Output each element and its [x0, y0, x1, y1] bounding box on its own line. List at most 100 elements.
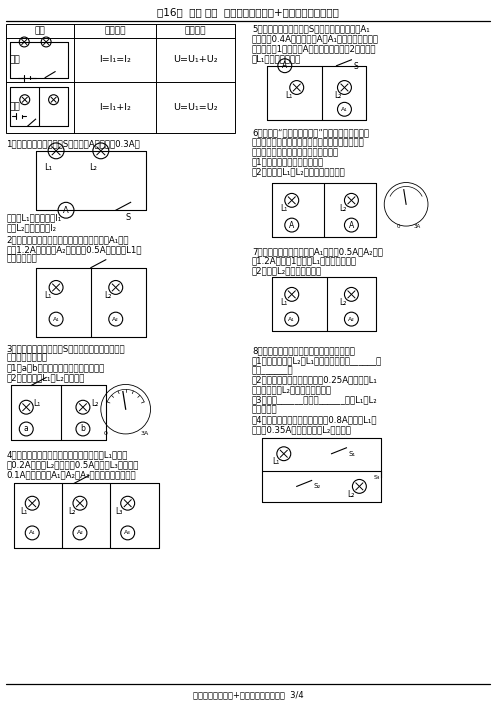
- Circle shape: [285, 287, 299, 301]
- Text: L₂: L₂: [347, 491, 355, 499]
- Text: A₁: A₁: [288, 317, 295, 322]
- Text: （1）如果要使灯L₂、L₁串联，则应闭合______，: （1）如果要使灯L₂、L₁串联，则应闭合______，: [252, 356, 382, 365]
- Text: L₂: L₂: [339, 298, 347, 307]
- Text: L₂: L₂: [339, 204, 347, 213]
- Text: A: A: [63, 206, 69, 215]
- Circle shape: [58, 202, 74, 218]
- Text: 6．如图在“用电流表测电流”的实验中，某同学接: 6．如图在“用电流表测电流”的实验中，某同学接: [252, 128, 369, 137]
- Text: 电路: 电路: [35, 27, 46, 36]
- Circle shape: [41, 37, 51, 47]
- Text: （2）如果串联时电流表示数为0.25A，则通过L₁: （2）如果串联时电流表示数为0.25A，则通过L₁: [252, 376, 378, 385]
- Circle shape: [73, 526, 87, 540]
- Circle shape: [19, 400, 33, 414]
- Circle shape: [344, 194, 359, 207]
- Text: （2）通过L₂的电流是多大。: （2）通过L₂的电流是多大。: [252, 267, 322, 276]
- Text: 的示数为0.4A，且电流表A和A₁的指针偏转角度相: 的示数为0.4A，且电流表A和A₁的指针偏转角度相: [252, 34, 379, 43]
- Text: S: S: [125, 213, 131, 223]
- Text: A: A: [349, 220, 354, 230]
- Circle shape: [384, 183, 428, 226]
- Circle shape: [73, 496, 87, 510]
- Text: A₂: A₂: [348, 317, 355, 322]
- Circle shape: [109, 281, 123, 294]
- Text: 并联: 并联: [9, 102, 20, 112]
- Circle shape: [25, 496, 39, 510]
- Circle shape: [337, 102, 352, 117]
- Circle shape: [101, 385, 151, 434]
- Circle shape: [19, 37, 29, 47]
- Circle shape: [285, 218, 299, 232]
- Circle shape: [121, 526, 134, 540]
- Text: （3）闭合______，断开______，灯L₁、L₂: （3）闭合______，断开______，灯L₁、L₂: [252, 395, 378, 404]
- Text: S: S: [354, 62, 358, 71]
- Circle shape: [285, 312, 299, 326]
- Circle shape: [344, 218, 359, 232]
- Text: 8．认真观察分析电路图并解答下面的问题：: 8．认真观察分析电路图并解答下面的问题：: [252, 346, 355, 355]
- Circle shape: [49, 95, 59, 105]
- Text: L₁: L₁: [20, 507, 28, 516]
- Text: 电流为多少。: 电流为多少。: [6, 255, 37, 264]
- Text: （4）如果并联时电流表的示数为0.8A，通过L₁的: （4）如果并联时电流表的示数为0.8A，通过L₁的: [252, 415, 377, 424]
- Text: 4．如图所示电路，闭合开关后，如果流过L₁的电流: 4．如图所示电路，闭合开关后，如果流过L₁的电流: [6, 451, 128, 460]
- Circle shape: [344, 312, 359, 326]
- Text: A₁: A₁: [29, 531, 36, 536]
- Text: 个电流表的指针所指位置均为图所示：: 个电流表的指针所指位置均为图所示：: [252, 148, 339, 157]
- Text: 电流为0.35A，计算并通过L₂的电流。: 电流为0.35A，计算并通过L₂的电流。: [252, 425, 352, 434]
- Text: 则通过L₁的电流为：I₁: 则通过L₁的电流为：I₁: [6, 213, 62, 223]
- Text: 泡L₁的电流为多少？: 泡L₁的电流为多少？: [252, 54, 301, 63]
- Circle shape: [337, 81, 352, 95]
- Circle shape: [278, 59, 292, 72]
- Text: 电压规律: 电压规律: [185, 27, 206, 36]
- Circle shape: [19, 422, 33, 436]
- Text: L₂: L₂: [104, 291, 111, 300]
- Circle shape: [121, 496, 134, 510]
- Text: 2．在如图所示的电路中，开关闭合后电流表A₁的示: 2．在如图所示的电路中，开关闭合后电流表A₁的示: [6, 235, 129, 244]
- Circle shape: [48, 143, 64, 159]
- Text: 3A: 3A: [414, 224, 421, 229]
- Text: S₃: S₃: [373, 475, 379, 479]
- Circle shape: [277, 446, 291, 461]
- Text: L₁: L₁: [280, 298, 287, 307]
- Text: a: a: [24, 425, 29, 433]
- Text: L₁: L₁: [285, 91, 292, 100]
- Text: A₃: A₃: [124, 531, 131, 536]
- Circle shape: [25, 526, 39, 540]
- Text: 0: 0: [104, 431, 108, 436]
- Text: L₂: L₂: [334, 91, 342, 100]
- Text: 5．如图所示电路，开关S闭合后，通过电流表A₁: 5．如图所示电路，开关S闭合后，通过电流表A₁: [252, 24, 370, 33]
- Circle shape: [353, 479, 367, 494]
- Text: A: A: [289, 220, 295, 230]
- Text: 转如图所示，求：: 转如图所示，求：: [6, 354, 47, 363]
- Text: S₂: S₂: [313, 484, 321, 489]
- Text: 同，则：（1）电流表A的示数为多少？（2）通过灯: 同，则：（1）电流表A的示数为多少？（2）通过灯: [252, 44, 376, 53]
- Text: 串联: 串联: [9, 55, 20, 65]
- Circle shape: [76, 400, 90, 414]
- Text: 电流规律: 电流规律: [104, 27, 125, 36]
- Text: A₁: A₁: [341, 107, 348, 112]
- Text: 串、并联电路电流+电压的规律计算专题  3/4: 串、并联电路电流+电压的规律计算专题 3/4: [192, 690, 304, 699]
- Text: （1）a、b两电流表的示数分别是多少？: （1）a、b两电流表的示数分别是多少？: [6, 364, 105, 373]
- Circle shape: [93, 143, 109, 159]
- Text: U=U₁+U₂: U=U₁+U₂: [173, 55, 218, 65]
- Text: I=I₁+I₂: I=I₁+I₂: [99, 102, 130, 112]
- Text: A: A: [282, 61, 287, 70]
- Text: L₂: L₂: [89, 163, 97, 172]
- Text: 0: 0: [396, 224, 400, 229]
- Text: 成图所示的电路；当开关闭合后，两灯都发光，两: 成图所示的电路；当开关闭合后，两灯都发光，两: [252, 138, 365, 147]
- Text: A₂: A₂: [113, 317, 119, 322]
- Text: L₂: L₂: [91, 399, 98, 409]
- Text: 0.1A，则电流表A₁、A₂、A₃的示数分别是多少？: 0.1A，则电流表A₁、A₂、A₃的示数分别是多少？: [6, 470, 136, 479]
- Text: L₁: L₁: [280, 204, 287, 213]
- Text: L₁: L₁: [33, 399, 41, 409]
- Circle shape: [49, 312, 63, 326]
- Text: 数为1.2A，电流表A₂的示数为0.5A，求通过L1的: 数为1.2A，电流表A₂的示数为0.5A，求通过L1的: [6, 245, 142, 254]
- Text: 3．如图甲电路，当开关S闭合后，电流表的指针偏: 3．如图甲电路，当开关S闭合后，电流表的指针偏: [6, 344, 125, 353]
- Circle shape: [109, 312, 123, 326]
- Text: 为1.2A，则（1）通过L₁的电流是多大；: 为1.2A，则（1）通过L₁的电流是多大；: [252, 257, 357, 266]
- Bar: [6, 24, 235, 133]
- Text: I=I₁=I₂: I=I₁=I₂: [99, 55, 130, 65]
- Text: 3A: 3A: [140, 431, 149, 436]
- Text: A₂: A₂: [76, 531, 83, 536]
- Text: 7．如图所示电路，电流表A₁示数为0.5A，A₂示数: 7．如图所示电路，电流表A₁示数为0.5A，A₂示数: [252, 247, 383, 256]
- Text: b: b: [80, 425, 85, 433]
- Circle shape: [76, 422, 90, 436]
